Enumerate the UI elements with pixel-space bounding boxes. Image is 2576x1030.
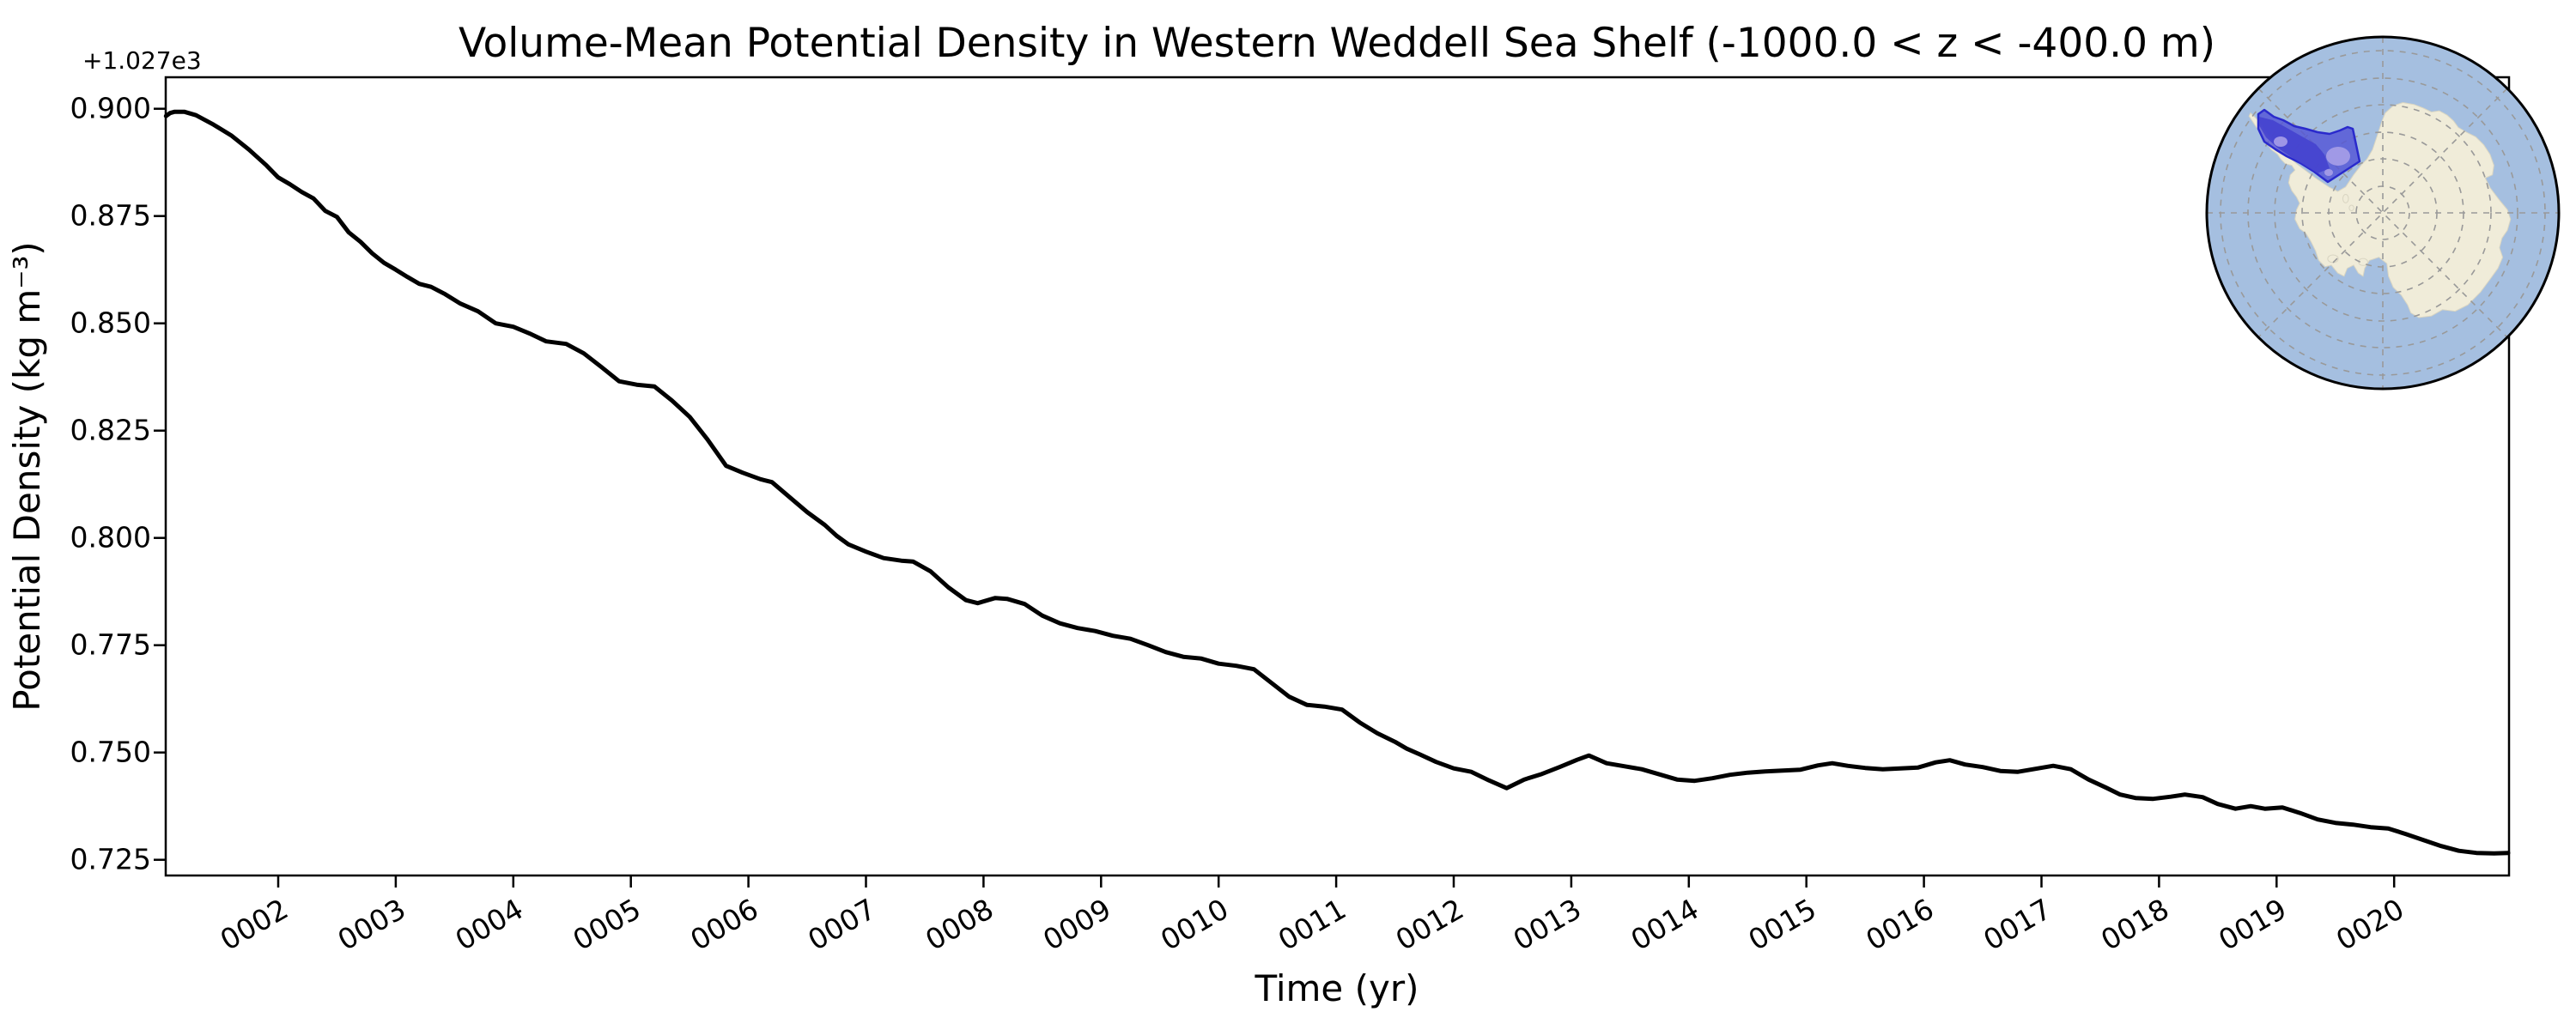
island [2342, 193, 2349, 203]
data-line [163, 109, 2511, 856]
highlight-region-core [2259, 117, 2330, 173]
x-tick-label: 0007 [802, 892, 881, 957]
chart-title: Volume-Mean Potential Density in Western… [459, 20, 2215, 67]
highlight-region-land-patch [2324, 169, 2333, 176]
y-axis-label: Potential Density (kg m⁻³) [6, 241, 48, 711]
y-tick-label: 0.825 [70, 414, 151, 447]
x-tick-label: 0002 [215, 892, 294, 957]
x-tick-label: 0011 [1273, 892, 1352, 957]
y-axis-ticks: 0.725 0.750 0.775 0.800 0.825 0.850 0.875 0.900 [70, 92, 166, 876]
y-tick-label: 0.750 [70, 736, 151, 769]
y-axis-offset-text: +1.027e3 [82, 46, 202, 75]
x-axis-label: Time (yr) [1254, 967, 1419, 1009]
map-border [2205, 35, 2561, 391]
x-tick-label: 0014 [1625, 892, 1704, 957]
x-tick-label: 0015 [1742, 892, 1821, 957]
x-axis-ticks: 0002 0003 0004 0005 0006 0007 0008 0009 0010 0011… [215, 876, 2409, 957]
x-tick-label: 0020 [2330, 892, 2409, 957]
y-tick-label: 0.775 [70, 628, 151, 662]
y-tick-label: 0.800 [70, 521, 151, 554]
x-tick-label: 0017 [1978, 892, 2057, 957]
island [2358, 258, 2368, 266]
x-tick-label: 0006 [684, 892, 763, 957]
map-content [2207, 37, 2559, 389]
x-tick-label: 0016 [1860, 892, 1939, 957]
island [2348, 204, 2354, 212]
x-tick-label: 0010 [1155, 892, 1234, 957]
y-tick-label: 0.900 [70, 92, 151, 125]
antarctica-inset-map [2205, 35, 2561, 391]
longitude-line [2257, 88, 2508, 338]
y-tick-label: 0.725 [70, 843, 151, 876]
x-tick-label: 0008 [920, 892, 999, 957]
x-tick-label: 0003 [332, 892, 411, 957]
x-tick-label: 0018 [2095, 892, 2174, 957]
x-tick-label: 0019 [2213, 892, 2292, 957]
longitude-line [2257, 88, 2508, 338]
x-tick-label: 0009 [1037, 892, 1116, 957]
x-tick-label: 0004 [450, 892, 529, 957]
graticule [2207, 37, 2559, 389]
x-tick-label: 0013 [1508, 892, 1587, 957]
y-tick-label: 0.875 [70, 199, 151, 233]
x-tick-label: 0012 [1390, 892, 1469, 957]
latitude-circle [2274, 104, 2492, 322]
y-tick-label: 0.850 [70, 306, 151, 340]
highlight-region-land-patch [2326, 147, 2350, 166]
axes-frame [164, 76, 2511, 877]
x-tick-label: 0005 [567, 892, 646, 957]
highlight-region-land-patch [2274, 136, 2287, 147]
